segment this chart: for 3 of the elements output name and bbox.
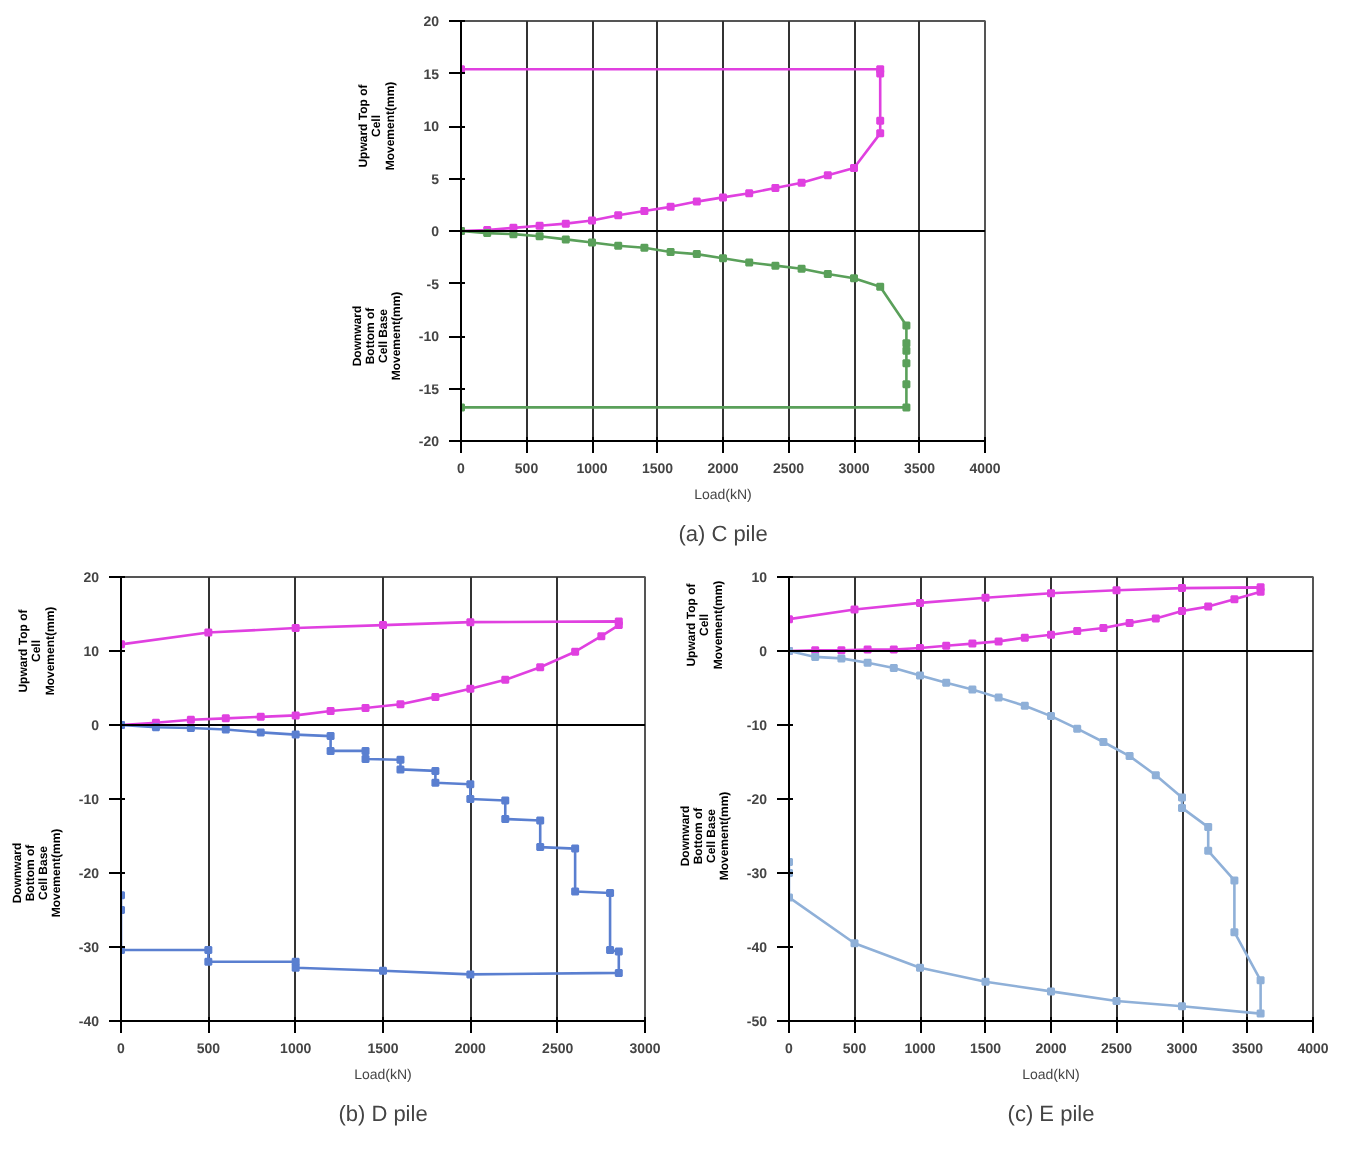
text: (b) D pile (338, 1103, 428, 1127)
text: (a) C pile (678, 523, 768, 547)
text: (c) E pile (1007, 1103, 1095, 1127)
